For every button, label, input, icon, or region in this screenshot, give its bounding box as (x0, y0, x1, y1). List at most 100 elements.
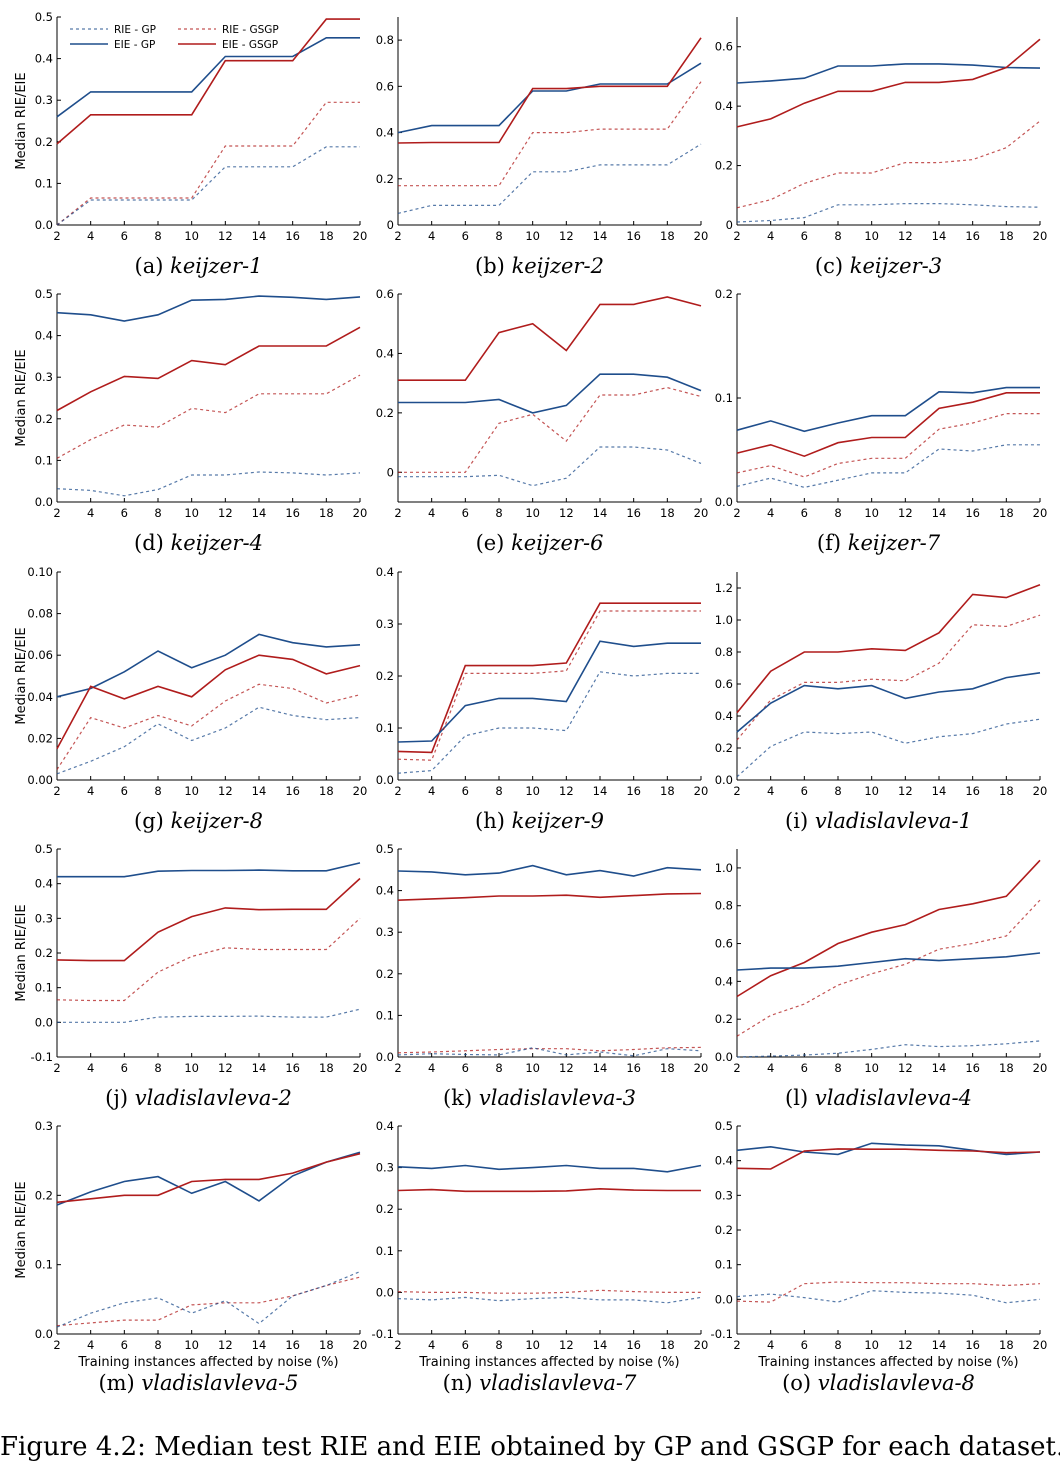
y-tick-label: 0.00 (27, 773, 53, 787)
subplot-letter: (l) (785, 1086, 815, 1110)
x-tick-label: 20 (353, 229, 368, 243)
x-tick-label: 4 (87, 229, 94, 243)
chart-keijzer-9: 0.0 0.1 0.2 0.3 0.4 2 4 6 8 10 12 14 16 18 20 (h) keijz… (376, 565, 709, 833)
x-tick-label: 16 (626, 229, 641, 243)
y-tick-label: 0.4 (35, 877, 53, 891)
series-eie-gp (56, 36, 360, 118)
series-eie-gsgp (397, 892, 702, 901)
x-tick-label: 2 (394, 506, 401, 520)
y-tick-label: 0 (387, 465, 394, 479)
x-tick-label: 6 (801, 1338, 808, 1352)
x-tick-label: 14 (593, 1061, 608, 1075)
y-tick-label: 0.0 (35, 495, 53, 509)
y-tick-label: 0.6 (376, 287, 394, 301)
x-tick-label: 16 (285, 1061, 300, 1075)
y-tick-label: -0.1 (372, 1327, 394, 1341)
y-tick-label: 0.0 (35, 218, 53, 232)
figure-caption: Figure 4.2: Median test RIE and EIE obta… (0, 1432, 1060, 1462)
y-tick-label: 0.3 (35, 911, 53, 925)
subplot-caption: (h) keijzer-9 (475, 809, 604, 833)
y-tick-label: 0.1 (715, 391, 733, 405)
series-rie-gsgp (398, 386, 702, 473)
y-tick-label: 0.4 (35, 329, 53, 343)
x-tick-label: 4 (767, 784, 774, 798)
x-tick-label: 18 (319, 784, 334, 798)
x-tick-label: 6 (801, 1061, 808, 1075)
x-tick-label: 4 (767, 506, 774, 520)
chart-keijzer-1: 0.0 0.1 0.2 0.3 0.4 0.5 2 4 6 8 10 12 14 16 18 20 Median… (14, 10, 367, 278)
y-tick-label: 0.8 (376, 33, 394, 47)
series-rie-gp (56, 1271, 361, 1328)
subplot-caption: (f) keijzer-7 (817, 531, 941, 555)
x-tick-label: 14 (593, 1338, 608, 1352)
x-tick-label: 8 (495, 1338, 502, 1352)
y-tick-label: 0.0 (715, 1292, 733, 1306)
x-tick-label: 2 (733, 1338, 740, 1352)
x-tick-label: 2 (53, 784, 60, 798)
x-tick-label: 12 (898, 784, 913, 798)
x-tick-label: 14 (252, 1338, 267, 1352)
x-tick-label: 12 (218, 1338, 233, 1352)
legend: RIE - GP EIE - GP RIE - GSGP EIE - GSGP (70, 24, 279, 51)
y-tick-label: 0.2 (715, 287, 733, 301)
chart-keijzer-3: 0 0.2 0.4 0.6 2 4 6 8 10 12 14 16 18 20 (c) keijzer-3 (715, 17, 1047, 278)
y-tick-label: 0.1 (376, 1008, 394, 1022)
x-tick-label: 6 (121, 1061, 128, 1075)
x-tick-label: 16 (965, 229, 980, 243)
x-tick-label: 12 (218, 784, 233, 798)
x-tick-label: 8 (834, 1338, 841, 1352)
series-eie-gsgp (56, 18, 360, 145)
x-tick-label: 6 (462, 229, 469, 243)
subplot-caption: (k) vladislavleva-3 (443, 1086, 636, 1110)
chart-vladislavleva-1: 0.0 0.2 0.4 0.6 0.8 1.0 1.2 2 4 6 8 10 12 14 16 18 20 (i)… (715, 572, 1047, 833)
series-eie-gp (736, 952, 1041, 971)
x-tick-label: 14 (932, 506, 947, 520)
x-tick-label: 4 (87, 506, 94, 520)
y-tick-label: 0.0 (715, 1050, 733, 1064)
y-tick-label: 1.0 (715, 861, 733, 875)
y-tick-label: 0.1 (35, 453, 53, 467)
subplot-letter: (b) (475, 254, 512, 278)
x-tick-label: 10 (864, 1061, 879, 1075)
x-tick-label: 20 (1033, 506, 1048, 520)
series-eie-gsgp (736, 391, 1040, 458)
x-tick-label: 8 (834, 506, 841, 520)
subplot-dataset: keijzer-7 (848, 531, 941, 555)
x-tick-label: 10 (184, 1338, 199, 1352)
series-eie-gsgp (397, 1187, 701, 1193)
x-tick-label: 20 (694, 1338, 709, 1352)
x-tick-label: 8 (834, 1061, 841, 1075)
y-tick-label: 0.2 (35, 135, 53, 149)
series-rie-gsgp (56, 101, 360, 226)
y-tick-label: 0.4 (376, 565, 394, 579)
series-eie-gsgp (736, 38, 1041, 128)
x-tick-label: 10 (864, 229, 879, 243)
subplot-letter: (f) (817, 531, 848, 555)
x-tick-label: 20 (353, 1338, 368, 1352)
x-tick-label: 4 (428, 784, 435, 798)
x-tick-label: 12 (898, 229, 913, 243)
series-rie-gsgp (397, 1289, 701, 1294)
series-eie-gsgp (56, 326, 361, 412)
x-tick-label: 14 (252, 506, 267, 520)
x-tick-label: 8 (495, 1061, 502, 1075)
x-tick-label: 2 (53, 1338, 60, 1352)
subplot-caption: (e) keijzer-6 (476, 531, 604, 555)
subplot-dataset: vladislavleva-4 (815, 1086, 972, 1110)
y-tick-label: 0.0 (35, 1327, 53, 1341)
subplot-dataset: vladislavleva-8 (818, 1371, 975, 1395)
subplot-letter: (k) (443, 1086, 479, 1110)
chart-keijzer-4: 0.0 0.1 0.2 0.3 0.4 0.5 2 4 6 8 10 12 14 16 18 20 Median… (14, 287, 367, 555)
y-tick-label: 0.6 (715, 40, 733, 54)
y-axis-label: Median RIE/EIE (14, 1181, 29, 1278)
x-tick-label: 14 (252, 229, 267, 243)
y-tick-label: 0.2 (376, 172, 394, 186)
x-tick-label: 10 (525, 1061, 540, 1075)
x-tick-label: 4 (87, 1338, 94, 1352)
x-tick-label: 10 (525, 784, 540, 798)
subplot-dataset: keijzer-3 (850, 254, 942, 278)
series-rie-gsgp (397, 610, 701, 761)
y-tick-label: 0 (726, 218, 733, 232)
y-tick-label: 0.5 (35, 287, 53, 301)
x-tick-label: 18 (319, 229, 334, 243)
